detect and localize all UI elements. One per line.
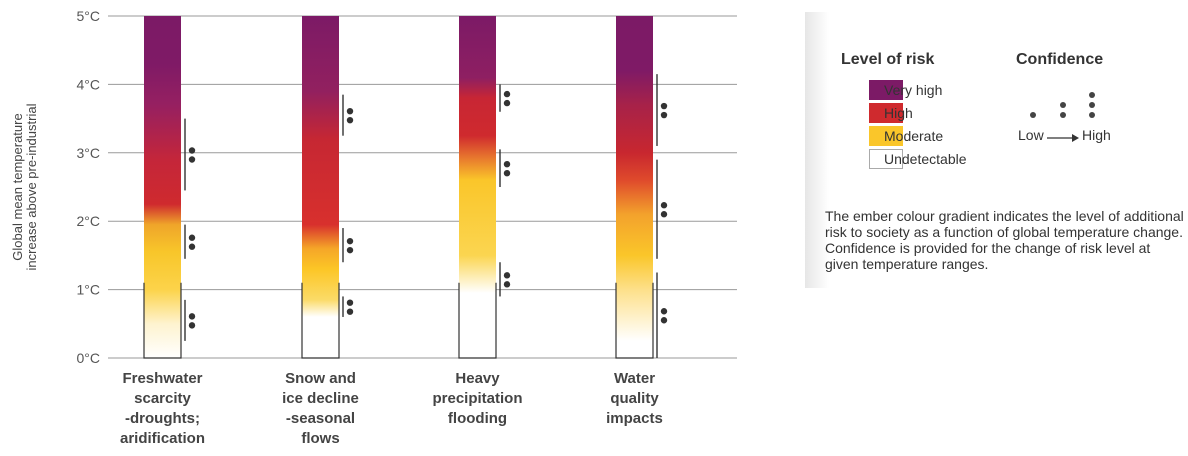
undetectable-swatch xyxy=(869,149,903,169)
y-tick-label: 5°C xyxy=(77,8,101,24)
confidence-marker xyxy=(184,299,196,341)
category-label: Water quality impacts xyxy=(606,370,663,427)
very-high-swatch xyxy=(869,80,903,100)
confidence-marker xyxy=(499,262,511,297)
y-tick-label: 3°C xyxy=(77,145,101,161)
confidence-marker xyxy=(656,74,668,146)
confidence-marker xyxy=(184,224,196,259)
moderate-swatch xyxy=(869,126,903,146)
ember-bars xyxy=(143,16,654,359)
undetectable-label: Undetectable xyxy=(884,151,967,167)
y-tick-label: 1°C xyxy=(77,282,101,298)
undetectable-outline xyxy=(458,282,497,359)
confidence-marker xyxy=(499,149,511,187)
confidence-high-label: High xyxy=(1082,127,1111,143)
ember-bar xyxy=(459,16,496,358)
y-tick-label: 0°C xyxy=(77,350,101,366)
ember-bar xyxy=(144,16,181,358)
very-high-label: Very high xyxy=(884,82,943,98)
ember-chart: 0°C 1°C 2°C 3°C 4°C 5°C Global mean temperatu… xyxy=(10,8,737,447)
confidence-low-label: Low xyxy=(1018,127,1044,143)
y-axis-label: Global mean temperatureincrease above pr… xyxy=(10,103,39,270)
legend-note: The ember colour gradient indicates the … xyxy=(825,208,1184,272)
undetectable-outline xyxy=(301,282,340,359)
category-label: Freshwater scarcity -droughts; aridificatio… xyxy=(120,370,205,447)
y-axis-title: Global mean temperatureincrease above pr… xyxy=(10,103,39,270)
ember-bar xyxy=(302,16,339,358)
legend-panel: Level of risk Very high High Moderate Un… xyxy=(805,12,1188,288)
moderate-label: Moderate xyxy=(884,128,944,144)
y-tick-label: 2°C xyxy=(77,213,101,229)
confidence-marker xyxy=(184,118,196,191)
legend-side-bar xyxy=(805,12,829,288)
undetectable-outline xyxy=(143,282,182,359)
confidence-markers xyxy=(184,74,668,358)
high-label: High xyxy=(884,105,913,121)
confidence-marker xyxy=(342,228,354,263)
undetectable-outline xyxy=(615,282,654,359)
high-swatch xyxy=(869,103,903,123)
confidence-marker xyxy=(656,272,668,358)
y-tick-label: 4°C xyxy=(77,76,101,92)
y-axis-ticks: 0°C 1°C 2°C 3°C 4°C 5°C xyxy=(77,8,101,366)
category-label: Heavy precipitation flooding xyxy=(432,370,522,427)
category-label: Snow and ice decline -seasonal flows xyxy=(282,370,359,447)
confidence-legend-title: Confidence xyxy=(1016,51,1104,68)
confidence-marker xyxy=(656,159,668,259)
confidence-marker xyxy=(499,84,511,112)
category-labels: Freshwater scarcity -droughts; aridificatio… xyxy=(120,370,663,447)
ember-bar xyxy=(616,16,653,358)
confidence-marker xyxy=(342,94,354,136)
arrow-right-icon xyxy=(1047,134,1079,142)
confidence-marker xyxy=(342,296,354,317)
risk-legend-title: Level of risk xyxy=(841,51,935,68)
